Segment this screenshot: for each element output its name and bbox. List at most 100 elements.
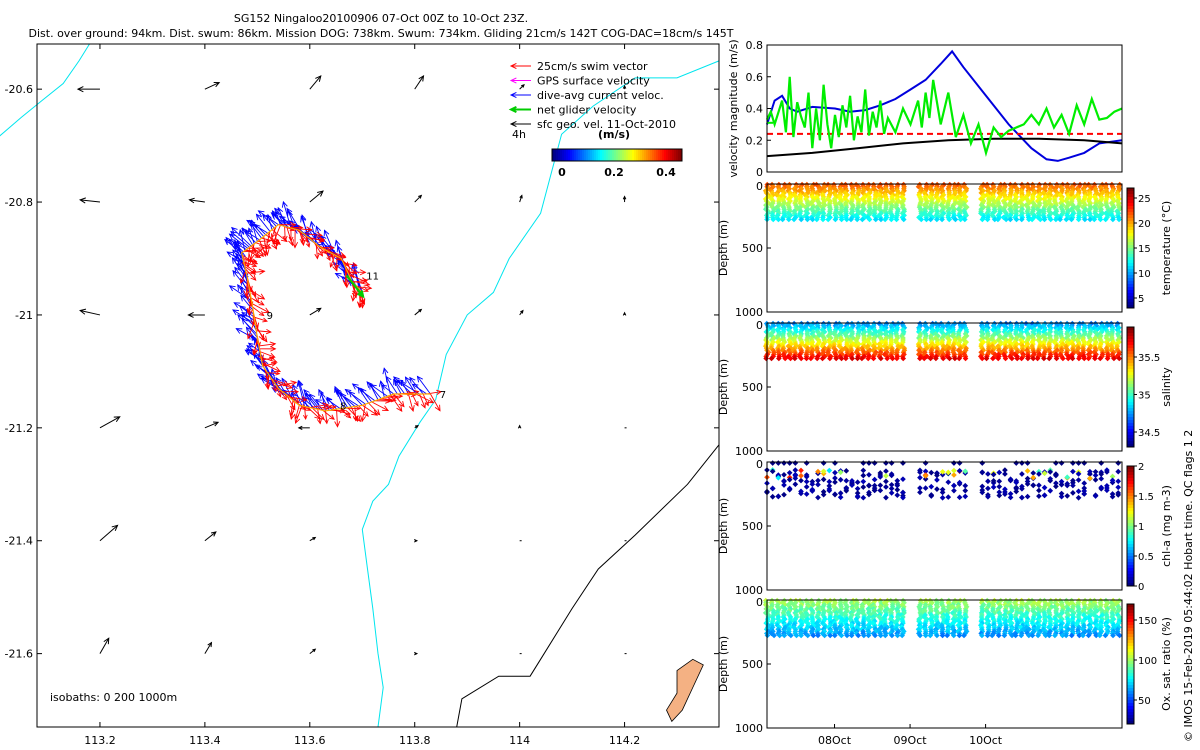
- swim-vector: [350, 406, 359, 423]
- net-glider-velocity-vector-shaft: [345, 274, 364, 298]
- section-ytick-label: 0: [756, 319, 763, 332]
- data-point: [866, 471, 872, 478]
- dac-vector-shaft: [245, 230, 260, 241]
- swim-vector-shaft: [298, 230, 304, 243]
- data-point: [866, 482, 872, 489]
- geo-vector: [622, 195, 627, 203]
- dac-vector-head: [241, 317, 248, 325]
- geo-vector: [519, 194, 523, 203]
- data-point: [871, 460, 878, 466]
- dac-vector-head: [232, 269, 239, 277]
- section-ytick-label: 500: [742, 242, 763, 255]
- swim-vector: [381, 397, 397, 403]
- dac-vector-head: [240, 286, 247, 294]
- data-point: [820, 488, 827, 495]
- section-colorbar-tick-label: 2: [1138, 462, 1144, 473]
- swim-vector-shaft: [244, 266, 256, 275]
- section-colorbar-cell: [1127, 520, 1134, 524]
- geo-vector-shaft: [189, 199, 205, 203]
- swim-vector-head: [301, 396, 308, 403]
- swim-vector-head: [316, 418, 323, 425]
- data-point: [962, 482, 969, 489]
- swim-vector-head: [263, 307, 271, 314]
- data-point: [832, 469, 838, 476]
- swim-vector-shaft: [258, 343, 276, 347]
- data-point: [962, 493, 969, 500]
- net-glider-velocity-vector-head: [357, 290, 365, 299]
- section-colorbar-cell: [1127, 529, 1134, 533]
- swim-vector-head: [253, 252, 259, 259]
- dac-vector: [369, 382, 379, 400]
- dac-vector-shaft: [240, 295, 254, 311]
- data-point: [883, 473, 889, 479]
- swim-vector: [309, 236, 326, 242]
- colorbar-cell: [568, 149, 571, 161]
- dac-vector-shaft: [236, 328, 259, 341]
- geo-vector: [414, 308, 423, 316]
- swim-vector: [243, 278, 250, 298]
- dac-vector-head: [248, 333, 254, 340]
- data-point: [1013, 460, 1020, 466]
- swim-vector-head: [264, 383, 271, 391]
- data-point: [792, 481, 799, 488]
- section-colorbar-cell: [1127, 188, 1134, 192]
- section-colorbar-cell: [1127, 526, 1134, 530]
- dac-vector-head: [381, 384, 388, 390]
- dac-vector: [226, 251, 244, 263]
- dac-vector-shaft: [231, 227, 252, 247]
- section-colorbar-cell: [1127, 230, 1134, 234]
- section-colorbar-cell: [1127, 260, 1134, 264]
- data-point: [1098, 460, 1105, 466]
- data-point: [877, 482, 884, 489]
- swim-vector-head: [354, 415, 362, 423]
- section-ytick-label: 500: [742, 381, 763, 394]
- section-colorbar-cell: [1127, 242, 1134, 246]
- swim-vector-head: [289, 403, 296, 411]
- section-colorbar-cell: [1127, 535, 1134, 539]
- swim-vector-shaft: [250, 243, 255, 260]
- dac-vector: [255, 213, 271, 232]
- geo-vector: [204, 531, 217, 542]
- section-colorbar-cell: [1127, 197, 1134, 201]
- section-colorbar-cell: [1127, 272, 1134, 276]
- legend-label: GPS surface velocity: [537, 75, 650, 88]
- dac-vector-head: [404, 376, 411, 384]
- swim-vector-shaft: [343, 262, 357, 266]
- section-colorbar-tick-label: 0.5: [1138, 552, 1154, 563]
- swim-vector-head: [282, 380, 290, 387]
- dac-vector-shaft: [409, 377, 424, 395]
- swim-vector-head: [363, 411, 369, 417]
- section-colorbar-tick-label: 35.5: [1138, 353, 1160, 364]
- colorbar-cell: [654, 149, 657, 161]
- dac-vector: [319, 391, 326, 411]
- swim-vector-head: [255, 247, 263, 254]
- swim-vector-shaft: [326, 250, 346, 257]
- swim-vector-shaft: [313, 241, 323, 257]
- section-colorbar-cell: [1127, 209, 1134, 213]
- data-point: [785, 216, 792, 223]
- data-point: [781, 482, 787, 488]
- swim-vector-head: [265, 329, 272, 335]
- dac-vector-head: [240, 278, 247, 286]
- colorbar-cell: [666, 149, 669, 161]
- section-colorbar-cell: [1127, 574, 1134, 578]
- data-point: [1024, 468, 1031, 474]
- colorbar-tick-label: 0: [558, 166, 566, 179]
- map-ytick-label: -21.6: [5, 648, 33, 661]
- data-point: [798, 472, 804, 479]
- dac-vector-head: [334, 239, 341, 247]
- section-colorbar-cell: [1127, 212, 1134, 216]
- swim-vector: [324, 249, 331, 262]
- day-label: 9: [267, 311, 273, 322]
- dac-vector-head: [344, 388, 352, 396]
- data-point: [1075, 460, 1082, 466]
- dac-vector: [275, 377, 288, 396]
- section-colorbar-cell: [1127, 381, 1134, 385]
- legend-arrow-dac-head: [509, 91, 517, 99]
- section-colorbar-tick-label: 35: [1138, 391, 1151, 402]
- section-colorbar-cell: [1127, 263, 1134, 267]
- swim-vector-head: [329, 245, 335, 251]
- geo-vector-head: [113, 416, 121, 423]
- section-colorbar-cell: [1127, 233, 1134, 237]
